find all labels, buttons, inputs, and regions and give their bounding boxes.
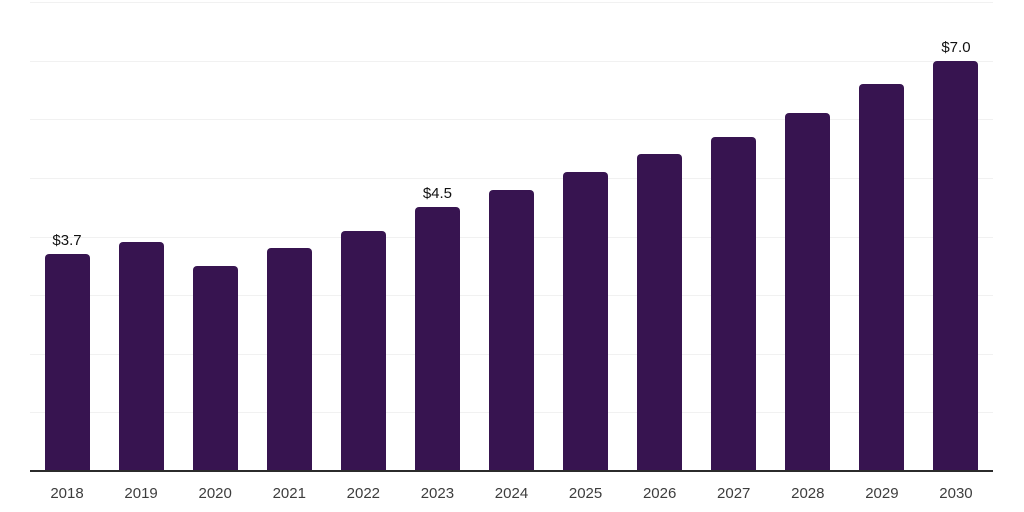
gridline-6 bbox=[30, 119, 993, 121]
bar-2022 bbox=[340, 230, 386, 471]
x-tick-label-2025: 2025 bbox=[568, 485, 603, 502]
bar-2023 bbox=[414, 207, 460, 471]
x-tick-label-2020: 2020 bbox=[198, 485, 232, 502]
bar-2025 bbox=[563, 172, 609, 471]
gridline-8 bbox=[30, 2, 993, 3]
bar-value-label-2030: $7.0 bbox=[941, 38, 971, 56]
bar-2030 bbox=[933, 60, 979, 471]
bar-2029 bbox=[859, 84, 905, 471]
x-tick-label-2029: 2029 bbox=[865, 485, 899, 502]
bar-2018 bbox=[44, 254, 90, 471]
bar-2019 bbox=[118, 242, 164, 471]
bar-2026 bbox=[637, 154, 683, 471]
bar-2024 bbox=[489, 189, 534, 471]
bar-2027 bbox=[711, 136, 757, 471]
gridline-7 bbox=[30, 60, 993, 62]
bar-2020 bbox=[192, 265, 238, 471]
x-tick-label-2024: 2024 bbox=[494, 485, 529, 502]
x-tick-label-2021: 2021 bbox=[272, 485, 306, 502]
bar-2021 bbox=[266, 248, 312, 471]
bar-2028 bbox=[785, 113, 831, 471]
x-tick-label-2030: 2030 bbox=[939, 485, 973, 502]
x-tick-label-2023: 2023 bbox=[420, 485, 455, 502]
x-tick-label-2018: 2018 bbox=[50, 485, 84, 502]
x-tick-label-2026: 2026 bbox=[642, 485, 677, 502]
bar-value-label-2018: $3.7 bbox=[52, 232, 82, 250]
bar-value-label-2023: $4.5 bbox=[422, 185, 453, 203]
gridline-5 bbox=[30, 177, 993, 179]
x-tick-label-2028: 2028 bbox=[791, 485, 825, 502]
x-tick-label-2027: 2027 bbox=[717, 485, 751, 502]
x-tick-label-2022: 2022 bbox=[346, 485, 381, 502]
x-axis-line bbox=[30, 470, 993, 472]
x-tick-label-2019: 2019 bbox=[124, 485, 158, 502]
